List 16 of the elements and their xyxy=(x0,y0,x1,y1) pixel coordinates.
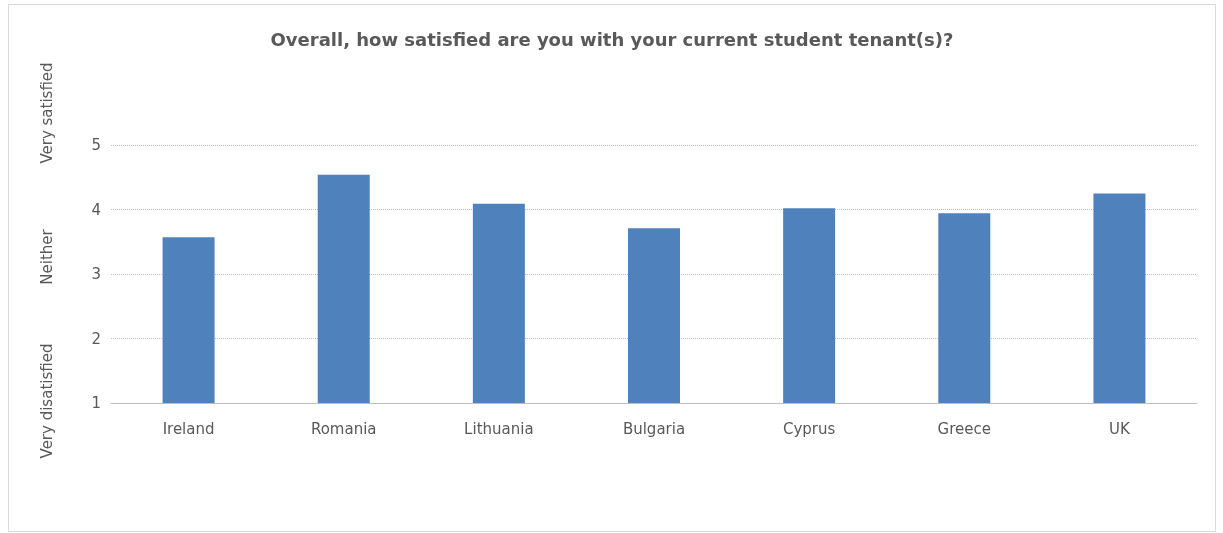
x-tick-label: UK xyxy=(1109,419,1131,438)
chart-title: Overall, how satisfied are you with your current student tenant(s)? xyxy=(270,28,954,50)
y-tick-label: 5 xyxy=(91,136,101,154)
x-tick-label: Romania xyxy=(310,419,377,438)
x-tick-label: Greece xyxy=(937,419,991,438)
x-tick-label: Cyprus xyxy=(782,419,836,438)
text: Very disatisfied xyxy=(38,343,56,459)
text: Very satisfied xyxy=(38,62,56,164)
y-tick-label: 3 xyxy=(91,265,101,283)
x-tick-label: Ireland xyxy=(162,419,215,438)
x-tick-label: Lithuania xyxy=(464,419,534,438)
x-tick-label: Bulgaria xyxy=(622,419,686,438)
text: Neither xyxy=(38,228,56,285)
y-tick-label: 1 xyxy=(91,394,101,412)
y-tick-label: 4 xyxy=(91,200,101,219)
y-tick-label: 2 xyxy=(91,329,101,348)
